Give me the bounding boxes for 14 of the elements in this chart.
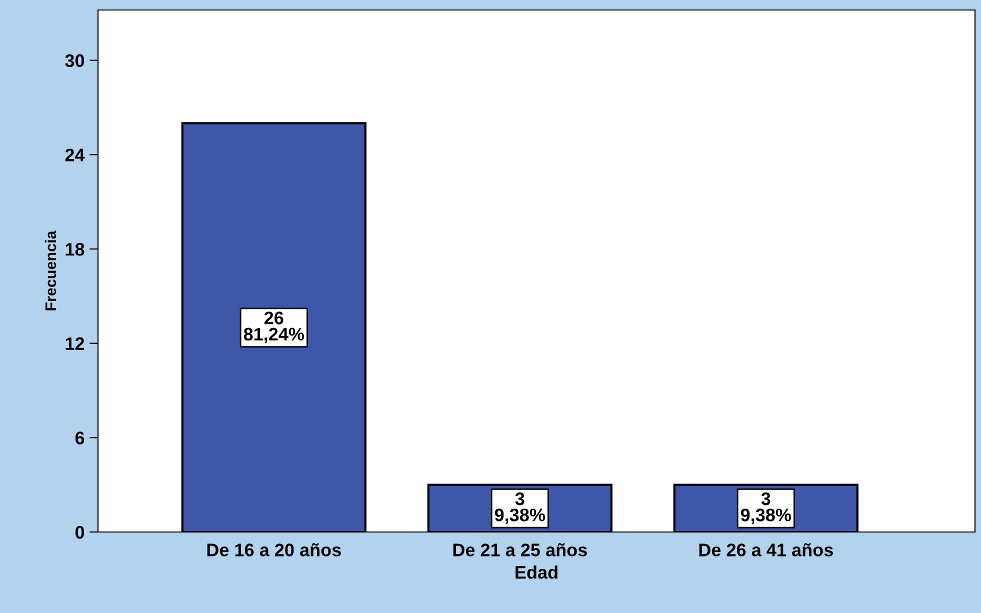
x-axis-title: Edad xyxy=(516,566,558,579)
y-tick-label: 30 xyxy=(65,54,84,68)
x-tick-label: De 21 a 25 años xyxy=(453,543,587,556)
y-tick-label: 0 xyxy=(75,526,84,539)
y-tick-label: 24 xyxy=(65,148,85,162)
y-tick-label: 12 xyxy=(66,337,84,350)
data-label: 26 81,24% xyxy=(244,312,304,344)
x-tick-label: De 16 a 20 años xyxy=(207,543,341,556)
x-tick-label: De 26 a 41 años xyxy=(699,543,833,556)
y-tick-label: 18 xyxy=(66,242,84,256)
y-axis-title: Frecuencia xyxy=(44,230,56,310)
y-tick-label: 6 xyxy=(75,432,84,444)
data-label: 3 9,38% xyxy=(494,492,546,524)
data-label: 3 9,38% xyxy=(740,492,792,524)
